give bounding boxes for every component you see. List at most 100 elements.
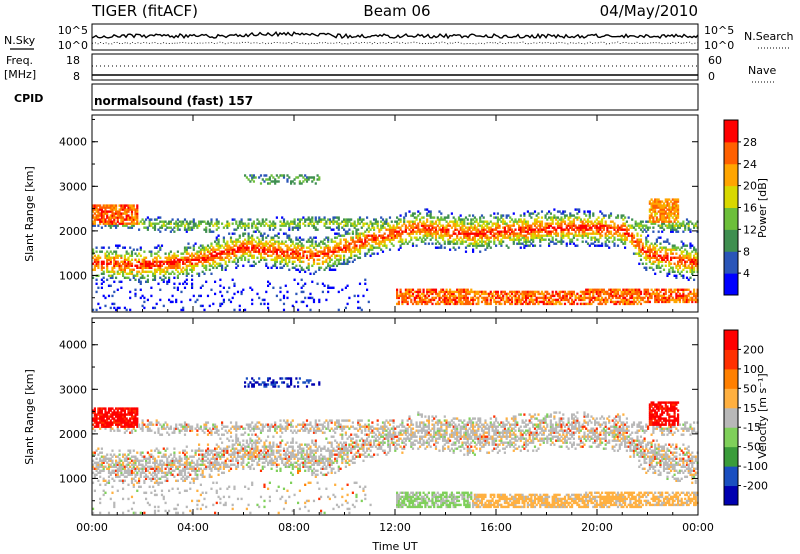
range-gate-cell <box>240 220 243 223</box>
range-gate-cell <box>334 262 337 266</box>
range-gate-cell <box>210 222 213 225</box>
range-gate-cell <box>104 256 107 260</box>
range-gate-cell <box>571 298 574 302</box>
range-gate-cell <box>390 228 393 231</box>
range-gate-cell <box>691 258 694 262</box>
range-gate-cell <box>130 208 134 211</box>
range-gate-cell <box>456 236 459 239</box>
range-gate-cell <box>134 264 137 268</box>
range-gate-cell <box>655 290 658 294</box>
range-gate-cell <box>655 218 658 221</box>
range-gate-cell <box>525 302 528 306</box>
range-gate-cell <box>532 244 535 247</box>
range-gate-cell <box>240 292 243 296</box>
range-gate-cell <box>422 288 425 292</box>
range-gate-cell <box>404 292 407 296</box>
range-gate-cell <box>196 252 199 255</box>
range-gate-cell <box>521 224 524 227</box>
range-gate-cell <box>298 248 301 251</box>
range-gate-cell <box>521 242 524 245</box>
range-gate-cell <box>304 270 307 274</box>
range-gate-cell <box>424 230 427 233</box>
range-gate-cell <box>556 300 560 304</box>
range-gate-cell <box>662 246 666 249</box>
range-gate-cell <box>228 250 231 253</box>
range-gate-cell <box>654 212 657 215</box>
range-gate-cell <box>115 204 118 207</box>
range-gate-cell <box>636 244 639 247</box>
noise-strip-frame <box>91 23 699 51</box>
range-gate-cell <box>422 220 425 223</box>
range-gate-cell <box>330 258 333 262</box>
range-gate-cell <box>325 252 328 255</box>
range-gate-cell <box>251 302 254 306</box>
range-gate-cell <box>650 206 653 209</box>
range-gate-cell <box>272 220 275 223</box>
range-gate-cell <box>583 296 586 300</box>
range-gate-cell <box>687 258 690 262</box>
range-gate-cell <box>514 300 517 304</box>
range-gate-cell <box>473 294 476 298</box>
range-gate-cell <box>673 270 676 274</box>
range-gate-cell <box>627 302 630 306</box>
range-gate-cell <box>150 266 153 270</box>
range-gate-cell <box>655 258 658 262</box>
range-gate-cell <box>353 294 356 298</box>
range-gate-cell <box>397 248 400 251</box>
range-gate-cell <box>164 220 167 223</box>
range-gate-cell <box>146 228 149 231</box>
range-gate-cell <box>152 222 155 225</box>
range-gate-cell <box>569 242 572 245</box>
range-gate-cell <box>373 228 376 231</box>
range-gate-cell <box>104 206 107 209</box>
range-gate-cell <box>426 212 429 215</box>
range-gate-cell <box>118 244 121 247</box>
range-gate-cell <box>581 292 584 296</box>
range-gate-cell <box>226 242 229 245</box>
range-gate-cell <box>565 244 568 247</box>
range-gate-cell <box>187 226 190 229</box>
range-gate-cell <box>176 226 179 229</box>
range-gate-cell <box>525 226 528 229</box>
range-gate-cell <box>495 228 498 231</box>
range-gate-cell <box>268 224 271 227</box>
range-gate-cell <box>93 212 96 215</box>
range-gate-cell <box>180 256 183 260</box>
range-gate-cell <box>272 258 275 262</box>
range-gate-cell <box>115 256 118 260</box>
range-gate-cell <box>659 224 662 227</box>
range-gate-cell <box>516 234 519 237</box>
range-gate-cell <box>247 260 250 264</box>
range-gate-cell <box>569 212 572 215</box>
range-gate-cell <box>652 252 655 255</box>
range-gate-cell <box>183 256 187 260</box>
range-gate-cell <box>369 254 372 258</box>
range-gate-cell <box>654 214 657 217</box>
range-gate-cell <box>576 212 579 215</box>
range-gate-cell <box>123 224 126 227</box>
range-gate-cell <box>673 274 676 278</box>
range-gate-cell <box>594 226 597 229</box>
range-gate-cell <box>670 248 673 251</box>
range-gate-cell <box>450 300 453 304</box>
range-gate-cell <box>358 216 362 219</box>
range-gate-cell <box>678 292 681 296</box>
range-gate-cell <box>616 214 620 217</box>
range-gate-cell <box>657 260 660 264</box>
range-gate-cell <box>618 226 621 229</box>
range-gate-cell <box>95 256 98 260</box>
range-gate-cell <box>429 228 432 231</box>
range-gate-cell <box>281 242 284 245</box>
range-gate-cell <box>122 268 125 272</box>
range-gate-cell <box>160 220 164 223</box>
range-gate-cell <box>533 218 537 221</box>
range-gate-cell <box>518 224 521 227</box>
range-gate-cell <box>509 220 512 223</box>
range-gate-cell <box>609 290 613 294</box>
range-gate-cell <box>399 290 402 294</box>
range-gate-cell <box>654 292 657 296</box>
range-gate-cell <box>537 232 540 235</box>
range-gate-cell <box>578 208 581 211</box>
range-gate-cell <box>350 236 353 239</box>
range-gate-cell <box>429 298 432 302</box>
